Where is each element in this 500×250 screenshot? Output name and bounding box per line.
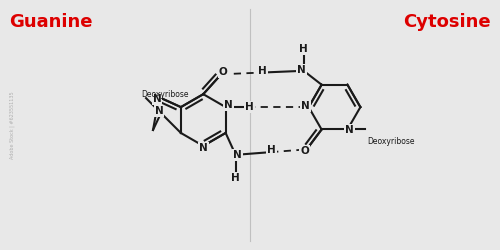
Text: H: H [300,44,308,54]
Text: O: O [300,146,309,156]
Text: N: N [154,106,164,116]
Text: Guanine: Guanine [10,13,93,31]
Text: N: N [233,150,242,160]
Text: Adobe Stock | #623551135: Adobe Stock | #623551135 [10,91,15,159]
Text: H: H [258,66,267,76]
Text: O: O [219,67,228,77]
Text: N: N [302,101,310,111]
Text: N: N [199,143,207,153]
Text: H: H [267,145,276,155]
Text: N: N [298,65,306,75]
Text: Deoxyribose: Deoxyribose [368,138,415,146]
Text: N: N [345,126,354,136]
Text: Deoxyribose: Deoxyribose [141,90,188,99]
Text: Cytosine: Cytosine [403,13,490,31]
Text: H: H [245,102,254,112]
Text: N: N [224,100,233,110]
Text: N: N [152,94,162,104]
Text: H: H [231,173,240,183]
